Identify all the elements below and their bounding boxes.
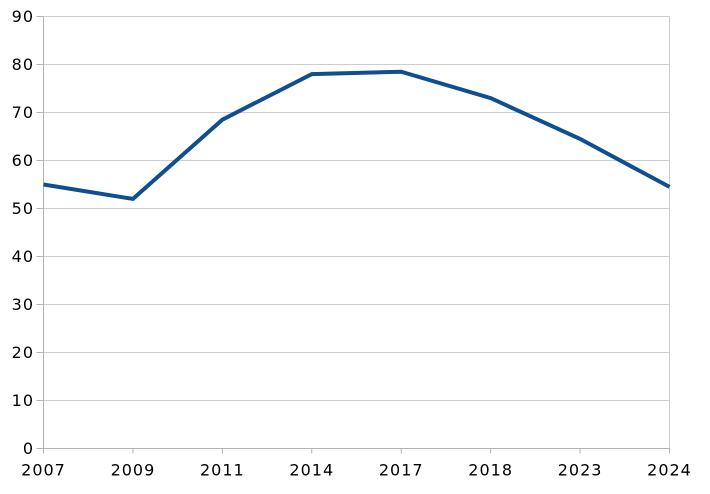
- x-tick-label: 2009: [111, 461, 156, 480]
- y-tick-label: 40: [12, 247, 34, 266]
- x-tick-label: 2023: [558, 461, 603, 480]
- x-tick-label: 2017: [379, 461, 424, 480]
- y-tick-label: 10: [12, 391, 34, 410]
- x-tick-label: 2018: [468, 461, 513, 480]
- x-tick-label: 2011: [200, 461, 245, 480]
- data-series-line: [43, 69, 671, 202]
- y-tick-label: 70: [12, 103, 34, 122]
- y-tick-label: 30: [12, 295, 34, 314]
- x-tick-label: 2007: [21, 461, 66, 480]
- y-tick-label: 50: [12, 199, 34, 218]
- y-tick-label: 90: [12, 7, 34, 26]
- x-tick-label: 2024: [647, 461, 692, 480]
- x-tick-label: 2014: [289, 461, 334, 480]
- y-tick-label: 20: [12, 343, 34, 362]
- y-tick-label: 60: [12, 151, 34, 170]
- y-tick-label: 0: [23, 439, 34, 458]
- y-tick-label: 80: [12, 55, 34, 74]
